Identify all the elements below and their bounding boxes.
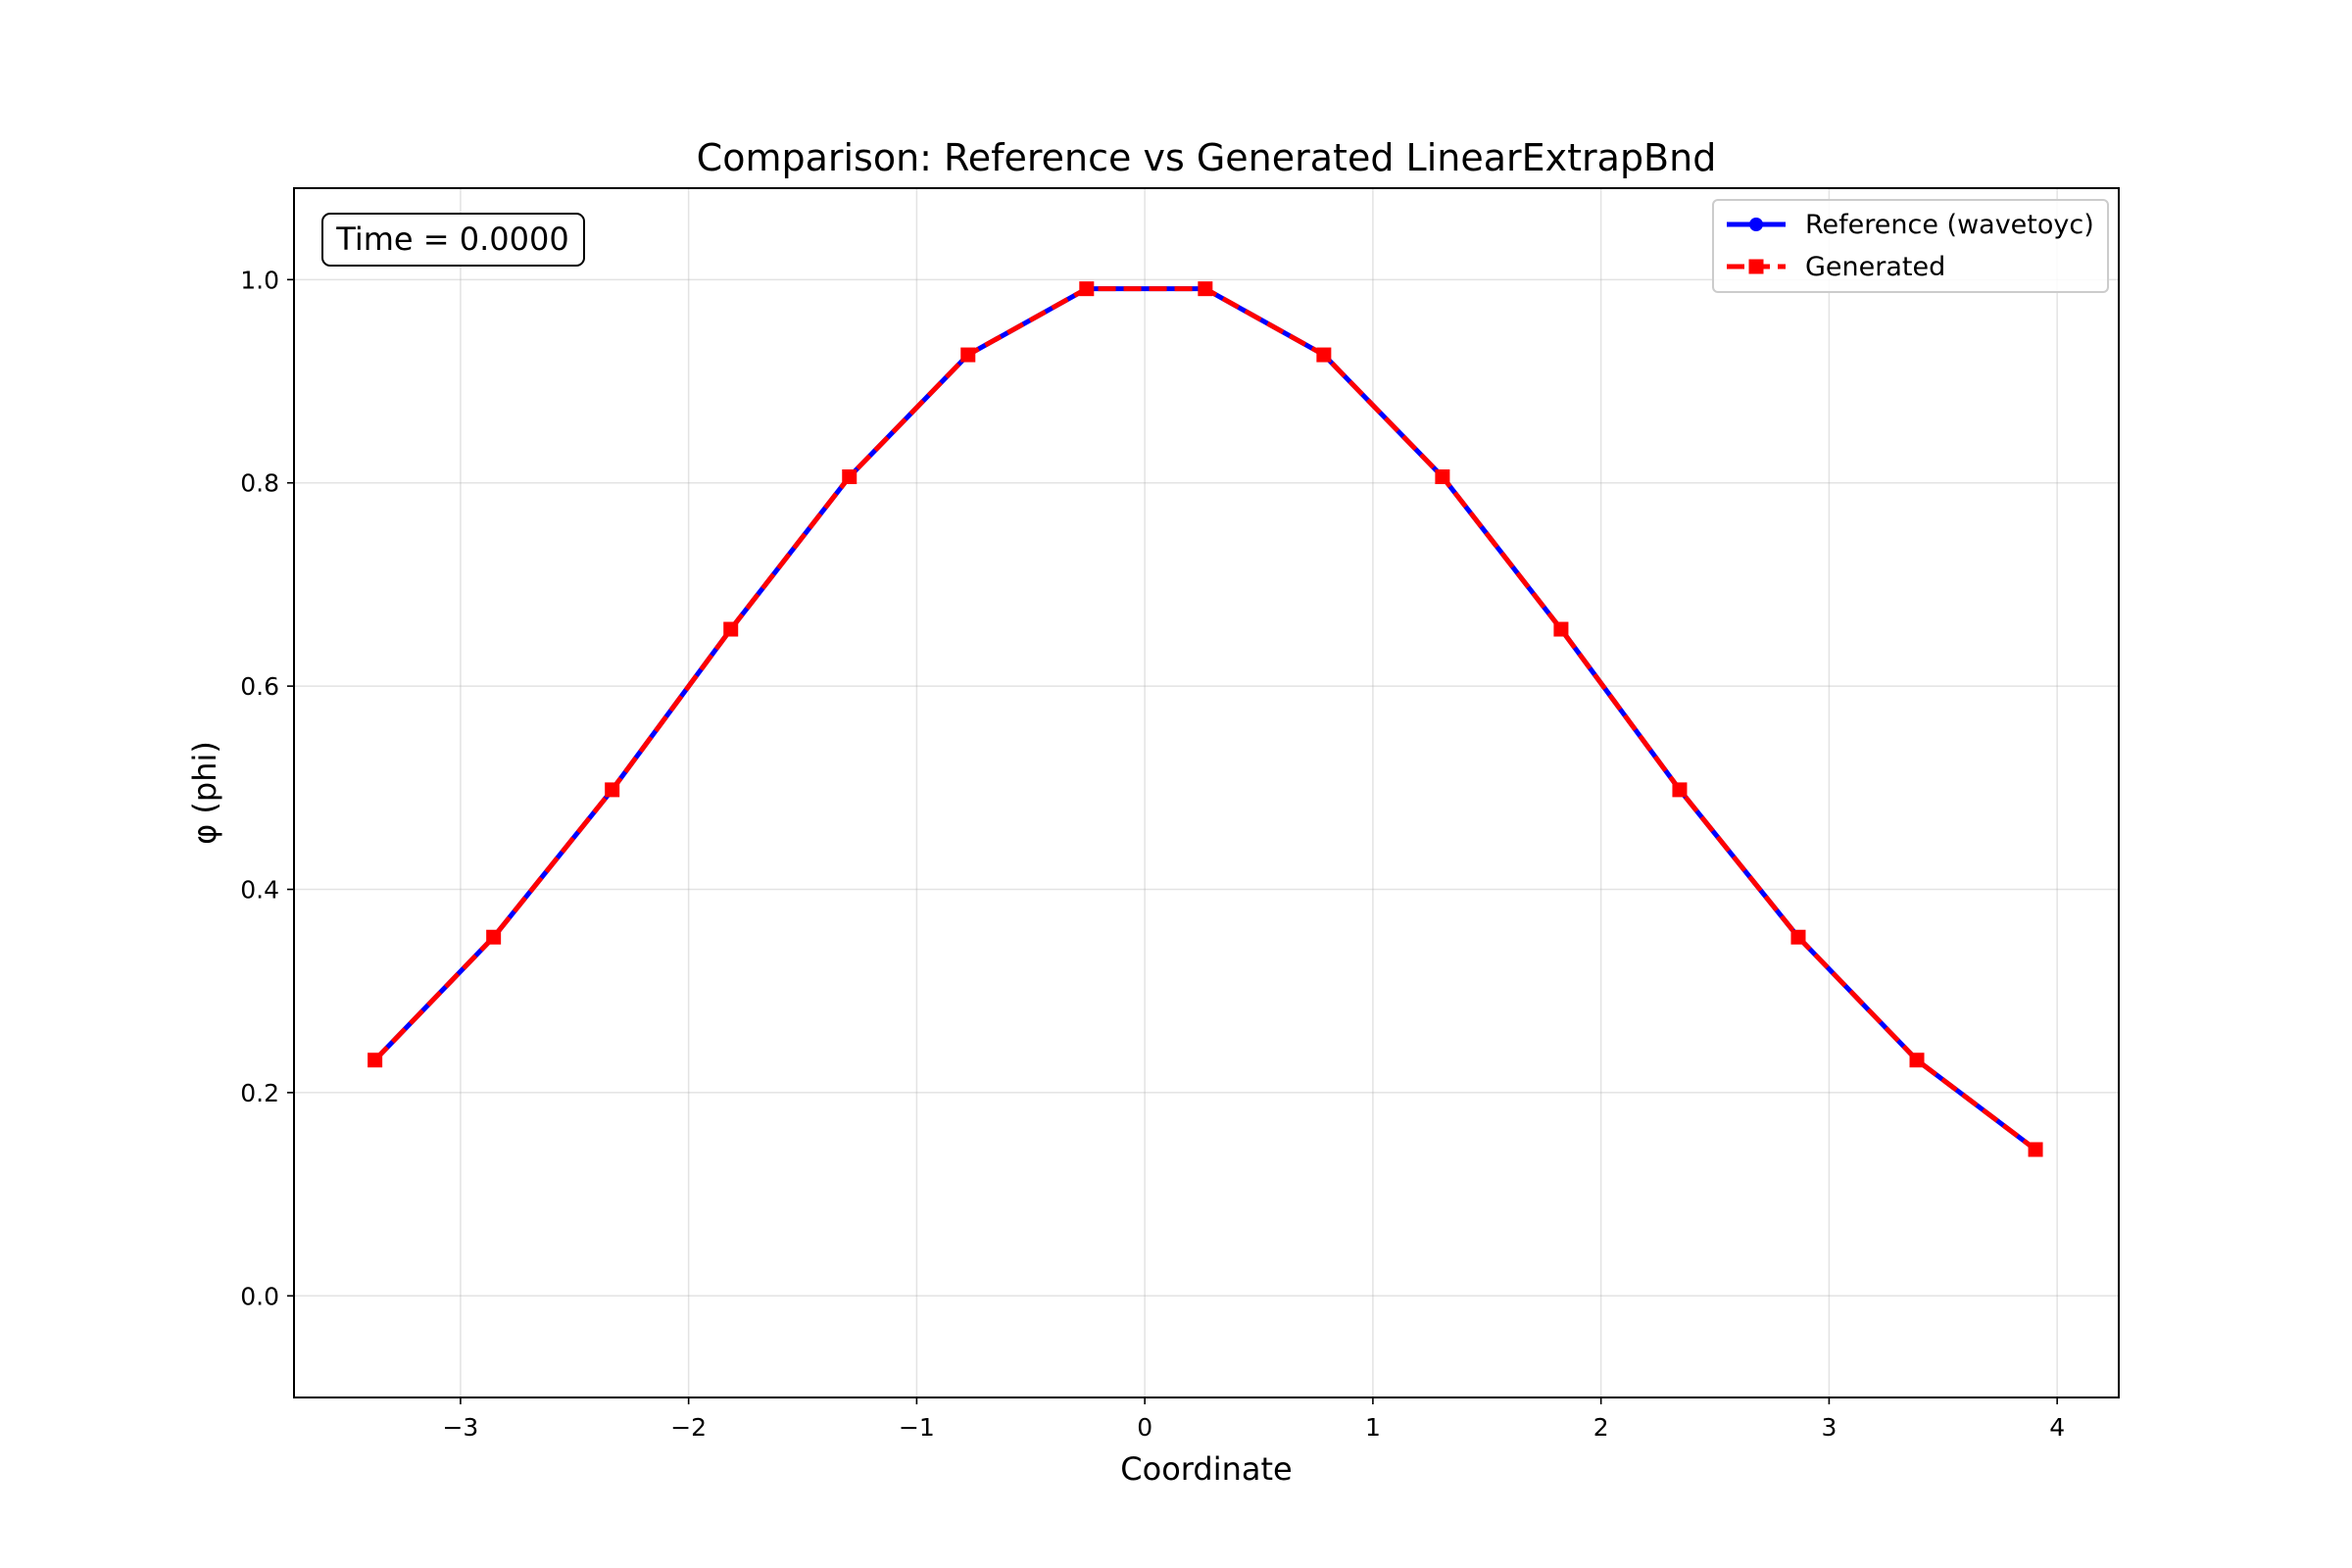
chart-title: Comparison: Reference vs Generated Linea… bbox=[697, 136, 1717, 179]
data-point-marker bbox=[1553, 621, 1569, 637]
data-point-marker bbox=[1909, 1053, 1925, 1068]
x-tick-label: 4 bbox=[2049, 1413, 2065, 1442]
x-axis: −3 −2 −1 0 1 2 3 4 bbox=[442, 1397, 2065, 1442]
x-tick-label: 0 bbox=[1137, 1413, 1152, 1442]
legend-box bbox=[1712, 199, 2109, 293]
x-tick-label: −2 bbox=[670, 1413, 707, 1442]
y-tick-label: 0.4 bbox=[240, 876, 279, 905]
data-point-marker bbox=[1435, 469, 1450, 485]
x-tick-label: 1 bbox=[1365, 1413, 1381, 1442]
time-annotation: Time = 0.0000 bbox=[321, 213, 585, 267]
data-point-marker bbox=[486, 929, 502, 945]
data-point-marker bbox=[1672, 782, 1688, 798]
data-point-marker bbox=[1790, 929, 1806, 945]
y-tick-label: 1.0 bbox=[240, 266, 279, 294]
data-point-marker bbox=[723, 621, 739, 637]
data-point-marker bbox=[1198, 281, 1213, 297]
grid bbox=[294, 188, 2119, 1397]
y-tick-label: 0.8 bbox=[240, 469, 279, 498]
data-point-marker bbox=[1316, 347, 1332, 363]
x-axis-label: Coordinate bbox=[1120, 1450, 1292, 1488]
y-axis-label: φ (phi) bbox=[186, 741, 223, 845]
legend-label: Reference (wavetoyc) bbox=[1805, 210, 2094, 240]
legend-marker bbox=[1748, 259, 1764, 274]
x-tick-label: −3 bbox=[442, 1413, 478, 1442]
time-annotation-box bbox=[321, 213, 585, 267]
y-axis: 0.0 0.2 0.4 0.6 0.8 1.0 bbox=[240, 266, 294, 1310]
legend-label: Generated bbox=[1805, 252, 1945, 282]
y-tick-label: 0.6 bbox=[240, 672, 279, 701]
data-point-marker bbox=[842, 469, 858, 485]
series-layer bbox=[368, 281, 2043, 1157]
x-tick-label: 3 bbox=[1821, 1413, 1837, 1442]
data-point-marker bbox=[1079, 281, 1095, 297]
legend: Reference (wavetoyc) Generated bbox=[1712, 199, 2109, 293]
data-point-marker bbox=[960, 347, 976, 363]
time-annotation-text: Time = 0.0000 bbox=[335, 220, 568, 258]
y-tick-label: 0.0 bbox=[240, 1282, 279, 1310]
y-tick-label: 0.2 bbox=[240, 1079, 279, 1107]
data-point-marker bbox=[605, 782, 620, 798]
data-point-marker bbox=[368, 1053, 383, 1068]
x-tick-label: −1 bbox=[899, 1413, 935, 1442]
series-2 bbox=[368, 281, 2043, 1157]
data-point-marker bbox=[2028, 1142, 2043, 1157]
x-tick-label: 2 bbox=[1593, 1413, 1609, 1442]
plot-frame bbox=[293, 187, 2120, 1398]
legend-marker bbox=[1749, 218, 1763, 231]
